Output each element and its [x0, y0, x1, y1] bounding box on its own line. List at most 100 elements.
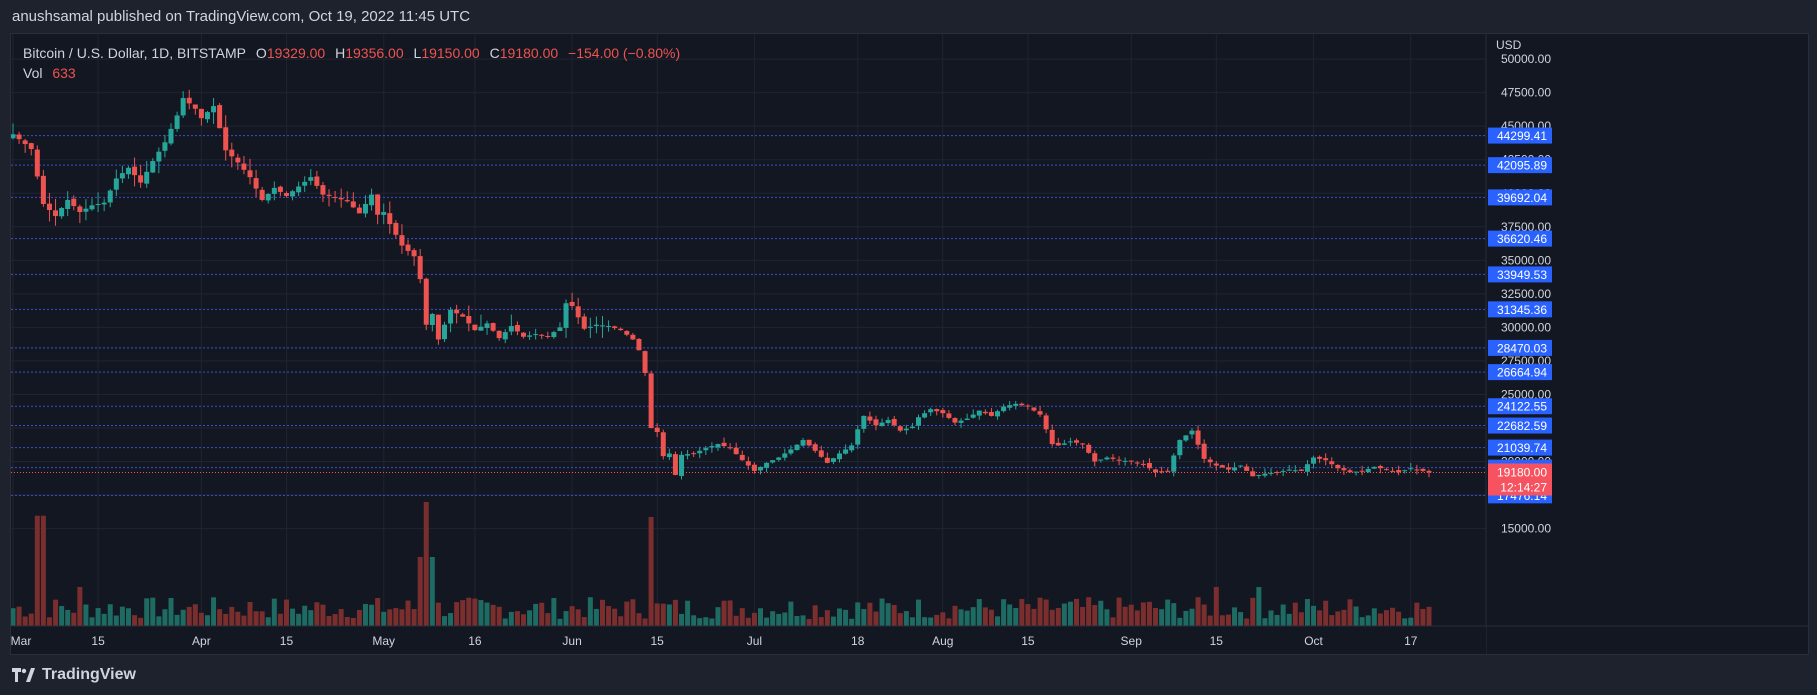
- candle-body: [241, 163, 247, 170]
- level-price-label: 21039.74: [1497, 441, 1547, 455]
- candle-body: [1122, 460, 1128, 462]
- candle-body: [1383, 469, 1389, 471]
- legend: Bitcoin / U.S. Dollar, 1D, BITSTAMP O193…: [23, 43, 680, 83]
- x-tick-label: 15: [280, 634, 294, 648]
- volume-bar: [976, 599, 982, 627]
- volume-bar: [1122, 606, 1128, 627]
- volume-bar: [928, 617, 934, 627]
- candle-body: [423, 278, 429, 325]
- volume-bar: [654, 603, 660, 627]
- candle-body: [703, 448, 709, 451]
- candle-body: [1292, 470, 1298, 472]
- volume-bar: [478, 600, 484, 627]
- time-axis: Mar 15 Apr 15 May 16 Jun 15 Jul 18 Aug 15 Sep 15 Oct 17: [11, 625, 1808, 654]
- candle-body: [1365, 468, 1371, 473]
- volume-bar: [1116, 597, 1122, 627]
- candle-body: [1280, 470, 1286, 472]
- volume-bar: [71, 612, 77, 627]
- candle-body: [204, 112, 210, 120]
- candle-body: [362, 203, 368, 214]
- candle-body: [156, 151, 162, 162]
- candle-body: [198, 108, 204, 119]
- volume-bar: [338, 609, 344, 627]
- level-price-tag: [1488, 398, 1552, 415]
- volume-bar: [16, 606, 22, 627]
- candle-body: [533, 334, 539, 336]
- candle-body: [946, 413, 952, 418]
- candle-body: [1049, 429, 1055, 445]
- candle-body: [587, 326, 593, 328]
- candle-body: [575, 306, 581, 318]
- y-tick-label: 25000.00: [1501, 387, 1551, 401]
- volume-bar: [1414, 602, 1420, 627]
- volume-bar: [514, 611, 520, 627]
- candle-body: [776, 457, 782, 460]
- horizontal-levels: [11, 135, 1486, 496]
- volume-bar: [764, 617, 770, 627]
- candle-body: [1250, 471, 1256, 477]
- volume-bar: [423, 502, 429, 627]
- chart-panel[interactable]: USD15000.0017500.0020000.0022500.0025000…: [10, 33, 1809, 655]
- candle-body: [1171, 455, 1177, 472]
- volume-bar: [843, 609, 849, 627]
- symbol-label[interactable]: Bitcoin / U.S. Dollar, 1D, BITSTAMP: [23, 45, 247, 61]
- candle-body: [1165, 470, 1171, 472]
- x-tick-label: 15: [1210, 634, 1224, 648]
- volume-bar: [1408, 617, 1414, 627]
- close-label: C: [489, 45, 500, 61]
- volume-bar: [1153, 607, 1159, 627]
- tradingview-watermark[interactable]: TradingView: [12, 662, 136, 688]
- candle-body: [217, 105, 223, 129]
- volume-bar: [448, 613, 454, 627]
- candle-body: [454, 309, 460, 314]
- volume-bar: [1219, 615, 1225, 627]
- candle-body: [922, 413, 928, 418]
- volume-bar: [1031, 608, 1037, 627]
- volume-bar: [454, 602, 460, 627]
- candle-body: [1001, 406, 1007, 412]
- level-price-tag: [1488, 189, 1552, 206]
- volume-bar: [593, 608, 599, 627]
- volume-bar: [113, 615, 119, 627]
- candle-body: [162, 142, 168, 151]
- volume-bar: [496, 606, 502, 627]
- volume-bar: [1304, 599, 1310, 627]
- volume-bar: [1080, 607, 1086, 627]
- candle-body: [1189, 430, 1195, 435]
- volume-bar: [399, 609, 405, 627]
- candle-body: [113, 178, 119, 190]
- candle-body: [909, 426, 915, 429]
- candle-body: [77, 206, 83, 213]
- y-tick-label: 35000.00: [1501, 253, 1551, 267]
- candle-body: [326, 194, 332, 196]
- candle-body: [514, 325, 520, 332]
- volume-bar: [95, 608, 101, 627]
- volume-bars: [11, 502, 1432, 627]
- volume-bar: [539, 602, 545, 627]
- candle-body: [995, 411, 1001, 417]
- volume-bar: [1092, 605, 1098, 627]
- candle-body: [1219, 465, 1225, 468]
- candlestick-chart[interactable]: USD15000.0017500.0020000.0022500.0025000…: [11, 34, 1808, 654]
- candle-body: [1298, 469, 1304, 471]
- candle-body: [22, 140, 28, 145]
- volume-bar: [612, 608, 618, 627]
- candle-body: [788, 449, 794, 454]
- volume-bar: [125, 608, 131, 627]
- volume-bar: [527, 610, 533, 627]
- volume-bar: [502, 618, 508, 627]
- candle-body: [982, 411, 988, 414]
- candle-body: [71, 198, 77, 206]
- volume-bar: [387, 609, 393, 627]
- candle-body: [934, 409, 940, 412]
- candle-body: [1201, 443, 1207, 459]
- volume-bar: [490, 604, 496, 627]
- volume-bar: [1359, 617, 1365, 627]
- volume-label[interactable]: Vol: [23, 65, 43, 81]
- last-price-tag: [1488, 463, 1552, 496]
- candle-body: [1390, 470, 1396, 472]
- candle-body: [964, 418, 970, 420]
- candle-body: [593, 324, 599, 327]
- y-tick-label: 32500.00: [1501, 287, 1551, 301]
- volume-bar: [1043, 599, 1049, 627]
